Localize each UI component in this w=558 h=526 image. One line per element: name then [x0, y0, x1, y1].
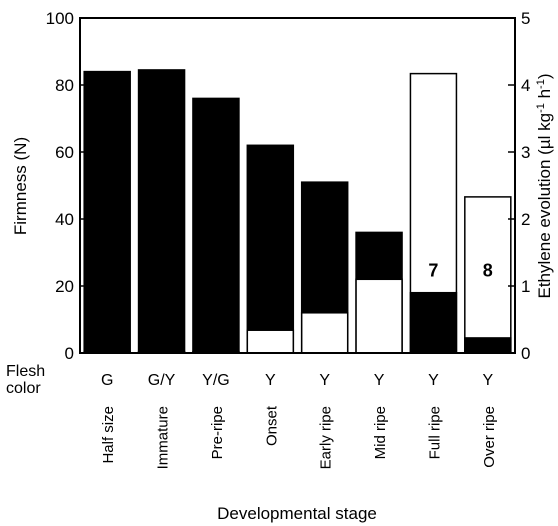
category-label-3: Pre-ripe [209, 406, 226, 459]
flesh-color-2: G/Y [148, 372, 176, 389]
y-right-tick-label-1: 1 [521, 277, 530, 296]
category-label-8: Over ripe [481, 406, 498, 468]
labels-layer: 1 G Half size 2 G/Y Immature 3 Y/G Pre-ripe 4 Y Ons… [100, 260, 498, 469]
y-axis-left-title: Firmness (N) [11, 137, 30, 235]
stage-number-8: 8 [483, 260, 493, 280]
firmness-bar-7 [409, 291, 458, 354]
stage-number-4: 4 [265, 260, 275, 280]
x-axis-title: Developmental stage [217, 504, 377, 523]
y-left-tick-label-1: 20 [55, 277, 74, 296]
y-axis-right-title: Ethylene evolution (µl kg-1 h-1) [535, 74, 554, 299]
ethylene-bar-8 [464, 196, 512, 354]
stage-number-7: 7 [428, 260, 438, 280]
y-left-tick-label-3: 60 [55, 143, 74, 162]
category-label-5: Early ripe [318, 406, 335, 469]
stage-number-1: 1 [102, 260, 112, 280]
y-left-tick-label-5: 100 [46, 9, 74, 28]
bars-layer [83, 69, 512, 354]
y-left-tick-label-2: 40 [55, 210, 74, 229]
plot-frame [79, 17, 516, 354]
flesh-color-1: G [101, 372, 113, 389]
category-label-1: Half size [100, 406, 117, 464]
firmness-bar-4 [246, 144, 295, 354]
stage-number-3: 3 [211, 260, 221, 280]
y-right-tick-label-2: 2 [521, 210, 530, 229]
y-right-tick-label-4: 4 [521, 76, 530, 95]
firmness-bar-3 [192, 97, 240, 354]
flesh-color-label-line1: Flesh [6, 363, 45, 380]
category-label-2: Immature [155, 406, 172, 469]
y-left-tick-label-4: 80 [55, 76, 74, 95]
ethylene-bar-4 [246, 329, 295, 354]
flesh-color-7: Y [428, 372, 439, 389]
stage-number-2: 2 [157, 260, 167, 280]
y-right-tick-label-5: 5 [521, 9, 530, 28]
firmness-bar-8 [464, 337, 512, 354]
flesh-color-6: Y [374, 372, 385, 389]
firmness-bar-2 [137, 69, 186, 354]
stage-number-5: 5 [320, 260, 330, 280]
ticks-layer: 0 20 40 60 80 100 0 1 2 3 4 5 [46, 9, 531, 363]
category-label-4: Onset [263, 405, 280, 446]
y-right-tick-label-0: 0 [521, 344, 530, 363]
y-right-tick-label-3: 3 [521, 143, 530, 162]
axes-layer [79, 17, 516, 354]
flesh-color-4: Y [265, 372, 276, 389]
flesh-color-5: Y [319, 372, 330, 389]
ethylene-bar-6 [355, 278, 403, 354]
stage-number-6: 6 [374, 260, 384, 280]
category-label-6: Mid ripe [372, 406, 389, 459]
y-left-tick-label-0: 0 [65, 344, 74, 363]
ethylene-bar-5 [300, 312, 349, 354]
firmness-bar-1 [83, 70, 131, 354]
category-label-7: Full ripe [426, 406, 443, 459]
flesh-color-3: Y/G [202, 372, 230, 389]
flesh-color-label-line2: color [6, 380, 41, 397]
flesh-color-8: Y [482, 372, 493, 389]
